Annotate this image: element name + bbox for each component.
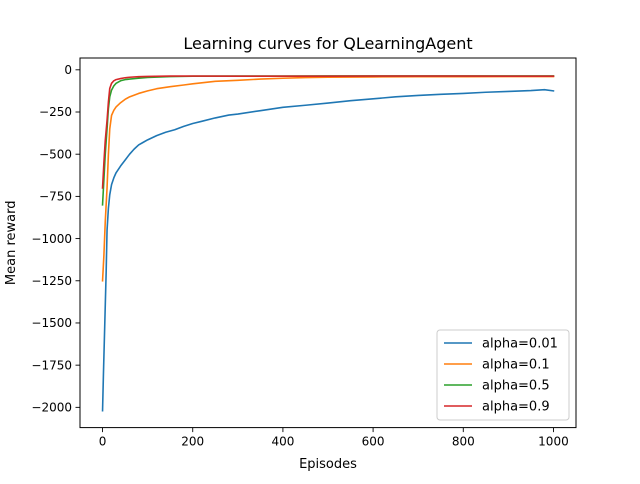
x-tick-label: 400 [271,435,294,449]
y-tick-label: −750 [39,190,72,204]
x-tick-label: 600 [362,435,385,449]
series-line-2 [101,75,555,282]
legend-label-2: alpha=0.1 [482,358,550,373]
plot-frame [79,57,577,429]
y-tick-label: 0 [64,63,72,77]
series-line-4 [101,75,555,189]
x-tick-label: 0 [99,435,107,449]
plot-lines [101,75,555,412]
y-tick-label: −1000 [31,232,72,246]
x-tick-label: 200 [181,435,204,449]
legend-box [436,329,570,421]
x-tick-label: 1000 [538,435,569,449]
x-axis-ticks: 0 200 400 600 800 1000 [99,427,569,449]
y-axis-label: Mean reward [4,201,19,286]
legend: alpha=0.01 alpha=0.1 alpha=0.5 alpha=0.9 [436,329,570,421]
chart-title: Learning curves for QLearningAgent [183,34,472,53]
y-tick-label: −500 [39,147,72,161]
legend-label-3: alpha=0.5 [482,379,550,394]
y-tick-label: −2000 [31,401,72,415]
legend-label-4: alpha=0.9 [482,400,550,415]
y-tick-label: −250 [39,105,72,119]
y-tick-label: −1750 [31,358,72,372]
y-tick-label: −1500 [31,316,72,330]
legend-items: alpha=0.01 alpha=0.1 alpha=0.5 alpha=0.9 [444,337,558,415]
legend-label-1: alpha=0.01 [482,337,558,352]
x-tick-label: 800 [452,435,475,449]
x-axis-label: Episodes [299,457,357,472]
series-line-1 [101,88,555,412]
y-tick-label: −1250 [31,274,72,288]
y-axis-ticks: 0 −250 −500 −750 −1000 −1250 −1500 −1750 −2000 [31,63,80,415]
